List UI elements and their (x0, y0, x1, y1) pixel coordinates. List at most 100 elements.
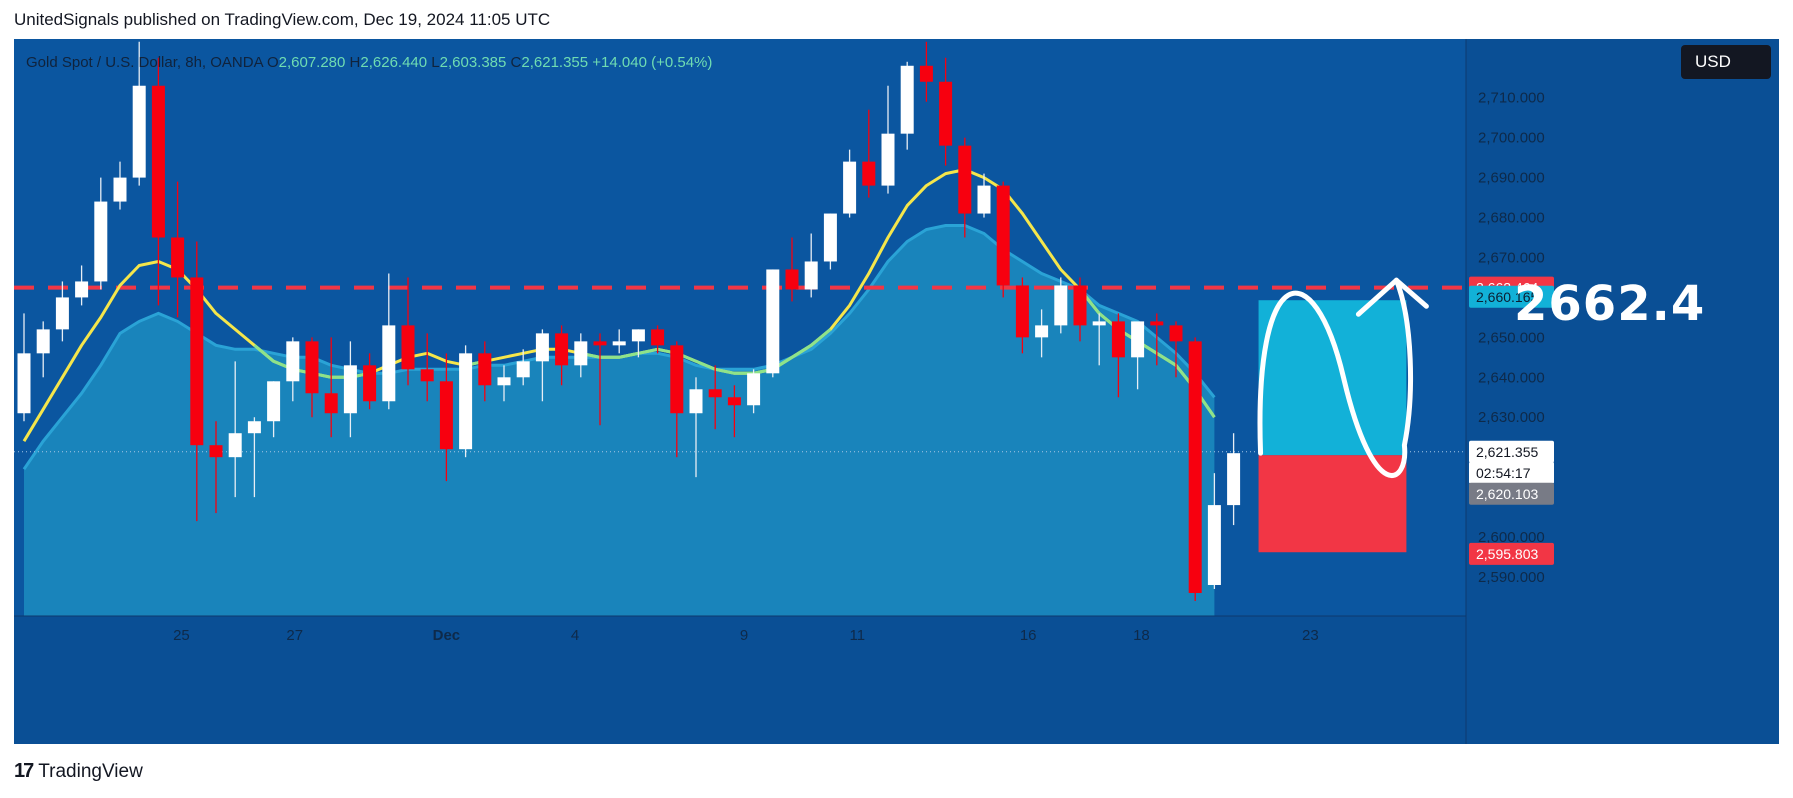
x-tick-label: 23 (1302, 627, 1319, 644)
candle-body (324, 393, 338, 414)
stop-price-label: 2,595.803 (1469, 542, 1554, 565)
candle-body (1054, 285, 1068, 326)
candle-body (1227, 453, 1241, 506)
legend-low: 2,603.385 (439, 54, 507, 71)
legend-change: +14.040 (+0.54%) (592, 54, 713, 71)
candle-body (343, 365, 357, 414)
y-tick-label: 2,600.000 (1478, 529, 1545, 546)
symbol-legend[interactable]: Gold Spot / U.S. Dollar, 8h, OANDA O2,60… (26, 54, 712, 71)
annotation-price-text: 2662.4 (1514, 276, 1706, 332)
candle-body (228, 433, 242, 458)
candle (651, 325, 665, 354)
candle-body (651, 329, 665, 346)
candle-body (670, 345, 684, 414)
candle-body (17, 353, 31, 414)
y-tick-label: 2,590.000 (1478, 569, 1545, 586)
candle (151, 57, 165, 306)
legend-low-label: L (431, 54, 440, 71)
legend-close-label: C (510, 54, 522, 71)
target-price-label-bg (1469, 285, 1554, 308)
candle (593, 333, 607, 426)
candle-body (862, 161, 876, 186)
candle (17, 313, 31, 422)
candle-body (247, 421, 261, 434)
candle (1073, 277, 1087, 342)
chart-frame[interactable]: 25 27 Dec 4 9 11 16 18 23 2,590.000 2,600.000 2,63… (14, 39, 1779, 744)
candle (267, 381, 281, 438)
candle-body (363, 365, 377, 402)
y-tick-label: 2,630.000 (1478, 409, 1545, 426)
legend-high-label: H (349, 54, 361, 71)
position-boxes-layer (1258, 300, 1407, 553)
y-tick-label: 2,680.000 (1478, 210, 1545, 227)
candle-body (497, 377, 511, 386)
candle-body (919, 65, 933, 82)
x-tick-label: 4 (571, 627, 579, 644)
candle (478, 341, 492, 402)
candle (286, 337, 300, 402)
candle-body (881, 133, 895, 186)
x-tick-label: 9 (740, 627, 748, 644)
candle (420, 333, 434, 402)
legend-symbol: Gold Spot / U.S. Dollar, 8h, OANDA (26, 54, 263, 71)
candle-body (785, 269, 799, 290)
last-price-label-bg (1469, 440, 1554, 463)
candle-body (747, 373, 761, 406)
tradingview-brand: TradingView (38, 760, 143, 782)
candle-body (689, 389, 703, 414)
candles-layer (17, 41, 1241, 601)
candle (862, 109, 876, 198)
currency-button[interactable]: USD (1681, 45, 1771, 79)
candle (324, 337, 338, 438)
prev-close-label: 2,620.103 (1469, 482, 1554, 505)
candle (823, 213, 837, 270)
stop-price-label-text: 2,595.803 (1476, 546, 1538, 562)
candle (708, 365, 722, 430)
candle (766, 269, 780, 378)
y-tick-label: 2,700.000 (1478, 130, 1545, 147)
candle-body (516, 361, 530, 378)
tradingview-logo[interactable]: 17 TradingView (14, 760, 143, 783)
candle (75, 265, 89, 306)
price-chart[interactable]: 25 27 Dec 4 9 11 16 18 23 2,590.000 2,600.000 2,63… (14, 39, 1779, 744)
candle (516, 349, 530, 386)
candle-body (1111, 321, 1125, 358)
candle-body (1073, 285, 1087, 326)
candle (670, 341, 684, 458)
candle-body (420, 369, 434, 382)
last-price-label: 2,621.355 (1469, 440, 1554, 463)
ma-area-fill (24, 225, 1215, 616)
publisher-header: UnitedSignals published on TradingView.c… (14, 10, 551, 29)
candle (843, 149, 857, 218)
candle (439, 353, 453, 482)
y-tick-label: 2,670.000 (1478, 249, 1545, 266)
candle-body (190, 277, 204, 446)
x-tick-label: 27 (286, 627, 303, 644)
candle (1015, 277, 1029, 354)
candle (977, 173, 991, 218)
x-tick-label: 18 (1133, 627, 1150, 644)
candle-body (593, 341, 607, 346)
candle-body (459, 353, 473, 450)
candle (612, 329, 626, 354)
y-axis: 2,590.000 2,600.000 2,630.000 2,640.000 2,65… (1465, 39, 1779, 744)
candle-body (766, 269, 780, 374)
legend-open-label: O (266, 54, 279, 71)
y-tick-label: 2,690.000 (1478, 170, 1545, 187)
candle-body (267, 381, 281, 422)
candle-body (36, 329, 50, 354)
annotation-layer (1257, 277, 1429, 478)
candle (171, 181, 185, 318)
target-zone (1258, 300, 1407, 456)
candle (1227, 433, 1241, 526)
candle-body (555, 333, 569, 366)
candle-body (401, 325, 415, 370)
candle-body (286, 341, 300, 382)
candle (535, 329, 549, 402)
candle-body (1188, 341, 1202, 593)
candle-body (900, 65, 914, 134)
candle-body (727, 397, 741, 406)
candle (247, 417, 261, 498)
legend-open: 2,607.280 (278, 54, 346, 71)
candle (459, 345, 473, 458)
